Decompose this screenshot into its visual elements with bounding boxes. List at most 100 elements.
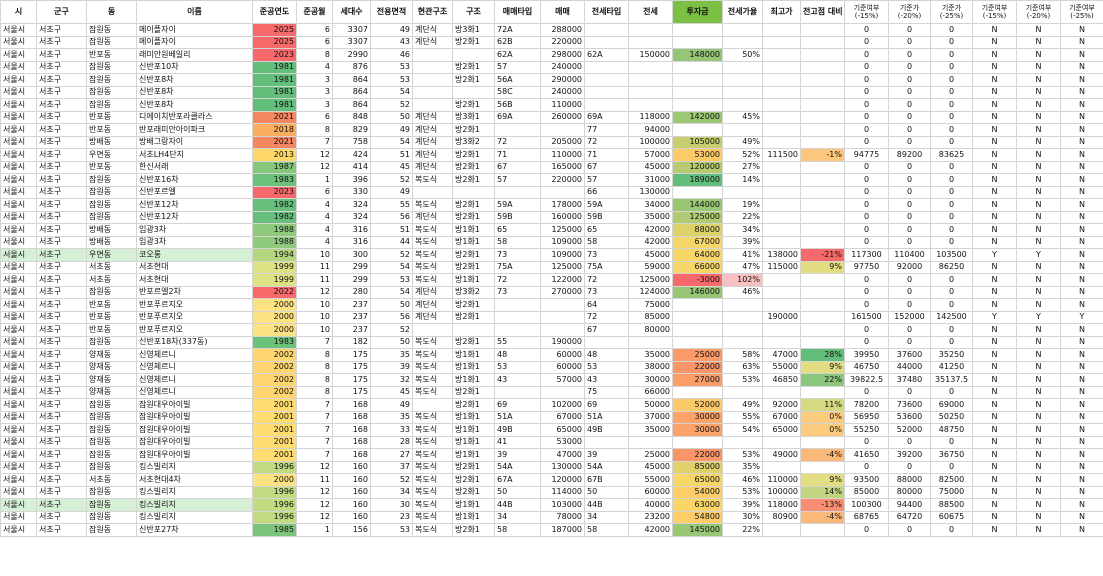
cell-기준여부25[interactable]: Y <box>1060 310 1103 324</box>
cell-준공월[interactable]: 4 <box>296 223 333 237</box>
cell-투자금[interactable]: 22000 <box>672 448 723 462</box>
cell-기준여부20[interactable]: N <box>1016 298 1061 312</box>
cell-매매[interactable]: 240000 <box>540 60 585 74</box>
cell-전용면적[interactable]: 46 <box>370 48 413 62</box>
cell-기준여부20[interactable]: N <box>1016 85 1061 99</box>
cell-세대수[interactable]: 864 <box>332 98 371 112</box>
cell-매매타입[interactable]: 58 <box>494 523 541 537</box>
cell-구조[interactable]: 방2화1 <box>452 335 495 349</box>
cell-준공월[interactable]: 7 <box>296 423 333 437</box>
cell-구조[interactable]: 방1화1 <box>452 423 495 437</box>
cell-구조[interactable]: 방2화1 <box>452 35 495 49</box>
cell-투자금[interactable] <box>672 35 723 49</box>
cell-전세타입[interactable]: 66 <box>584 185 629 199</box>
cell-군구[interactable]: 서초구 <box>36 73 87 87</box>
cell-군구[interactable]: 서초구 <box>36 385 87 399</box>
cell-시[interactable]: 서울시 <box>0 73 37 87</box>
cell-이름[interactable]: 킹스빌리지 <box>136 485 253 499</box>
cell-투자금[interactable]: 66000 <box>672 260 723 274</box>
cell-전세[interactable] <box>628 73 673 87</box>
column-header-5[interactable]: 준공월 <box>296 0 333 24</box>
cell-전세가율[interactable]: 58% <box>722 348 763 362</box>
cell-최고가[interactable]: 47000 <box>762 348 801 362</box>
cell-동[interactable]: 잠원동 <box>86 435 137 449</box>
cell-기준여부15[interactable]: 0 <box>844 385 889 399</box>
cell-세대수[interactable]: 330 <box>332 185 371 199</box>
cell-기준여부25[interactable]: N <box>1060 448 1103 462</box>
cell-시[interactable]: 서울시 <box>0 173 37 187</box>
cell-투자금[interactable]: 148000 <box>672 48 723 62</box>
cell-현관구조[interactable]: 계단식 <box>412 35 453 49</box>
cell-군구[interactable]: 서초구 <box>36 235 87 249</box>
cell-준공연도[interactable]: 2002 <box>252 385 297 399</box>
cell-기준여부20[interactable]: N <box>1016 385 1061 399</box>
cell-전세가율[interactable]: 39% <box>722 235 763 249</box>
cell-매매타입[interactable]: 34 <box>494 510 541 524</box>
cell-기준여부15[interactable]: 0 <box>844 48 889 62</box>
cell-현관구조[interactable]: 복도식 <box>412 473 453 487</box>
cell-기준여부15[interactable]: N <box>972 335 1017 349</box>
cell-세대수[interactable]: 758 <box>332 135 371 149</box>
cell-전고점대비[interactable] <box>800 523 845 537</box>
cell-준공연도[interactable]: 1982 <box>252 198 297 212</box>
cell-매매타입[interactable]: 58C <box>494 85 541 99</box>
cell-기준여부15[interactable]: N <box>972 98 1017 112</box>
cell-군구[interactable]: 서초구 <box>36 398 87 412</box>
cell-이름[interactable]: 서초LH4단지 <box>136 148 253 162</box>
cell-동[interactable]: 잠원동 <box>86 523 137 537</box>
cell-시[interactable]: 서울시 <box>0 123 37 137</box>
cell-전용면적[interactable]: 49 <box>370 123 413 137</box>
cell-전고점대비[interactable] <box>800 235 845 249</box>
cell-기준여부20[interactable]: N <box>1016 473 1061 487</box>
cell-기준여부15[interactable]: 0 <box>844 60 889 74</box>
cell-기준여부15[interactable]: 0 <box>844 23 889 37</box>
cell-준공연도[interactable]: 1982 <box>252 210 297 224</box>
cell-최고가[interactable] <box>762 285 801 299</box>
cell-전세[interactable]: 42000 <box>628 235 673 249</box>
cell-투자금[interactable]: 52000 <box>672 398 723 412</box>
cell-매매타입[interactable] <box>494 123 541 137</box>
cell-현관구조[interactable] <box>412 398 453 412</box>
cell-준공월[interactable]: 8 <box>296 360 333 374</box>
cell-준공월[interactable]: 3 <box>296 98 333 112</box>
cell-구조[interactable]: 방1화1 <box>452 348 495 362</box>
cell-시[interactable]: 서울시 <box>0 348 37 362</box>
cell-전세타입[interactable]: 69A <box>584 110 629 124</box>
cell-전용면적[interactable]: 50 <box>370 110 413 124</box>
cell-기준여부20[interactable]: N <box>1016 148 1061 162</box>
cell-세대수[interactable]: 175 <box>332 348 371 362</box>
cell-기준여부15[interactable]: 0 <box>844 235 889 249</box>
cell-시[interactable]: 서울시 <box>0 485 37 499</box>
cell-준공월[interactable]: 7 <box>296 435 333 449</box>
cell-기준여부20[interactable]: N <box>1016 523 1061 537</box>
cell-시[interactable]: 서울시 <box>0 523 37 537</box>
cell-전고점대비[interactable]: -4% <box>800 448 845 462</box>
cell-준공월[interactable]: 6 <box>296 185 333 199</box>
cell-시[interactable]: 서울시 <box>0 473 37 487</box>
cell-기준여부15[interactable]: N <box>972 410 1017 424</box>
cell-투자금[interactable] <box>672 185 723 199</box>
cell-기준여부25[interactable]: N <box>1060 48 1103 62</box>
cell-세대수[interactable]: 237 <box>332 323 371 337</box>
cell-매매타입[interactable]: 53 <box>494 360 541 374</box>
cell-기준가25[interactable]: 86250 <box>930 260 973 274</box>
cell-기준여부15[interactable]: 0 <box>844 460 889 474</box>
cell-기준여부20[interactable]: N <box>1016 73 1061 87</box>
cell-세대수[interactable]: 424 <box>332 148 371 162</box>
cell-매매타입[interactable]: 48 <box>494 348 541 362</box>
cell-준공월[interactable]: 11 <box>296 473 333 487</box>
cell-기준여부25[interactable]: N <box>1060 298 1103 312</box>
cell-준공연도[interactable]: 2000 <box>252 323 297 337</box>
cell-전세가율[interactable] <box>722 323 763 337</box>
cell-동[interactable]: 반포동 <box>86 310 137 324</box>
cell-매매타입[interactable]: 69 <box>494 398 541 412</box>
cell-기준여부25[interactable]: N <box>1060 485 1103 499</box>
cell-군구[interactable]: 서초구 <box>36 35 87 49</box>
cell-기준가20[interactable]: 0 <box>888 385 931 399</box>
cell-기준여부15[interactable]: 0 <box>844 173 889 187</box>
cell-투자금[interactable]: 105000 <box>672 135 723 149</box>
cell-준공월[interactable]: 6 <box>296 35 333 49</box>
cell-기준여부15[interactable]: N <box>972 123 1017 137</box>
cell-동[interactable]: 잠원동 <box>86 410 137 424</box>
cell-이름[interactable]: 래미안원베일리 <box>136 48 253 62</box>
